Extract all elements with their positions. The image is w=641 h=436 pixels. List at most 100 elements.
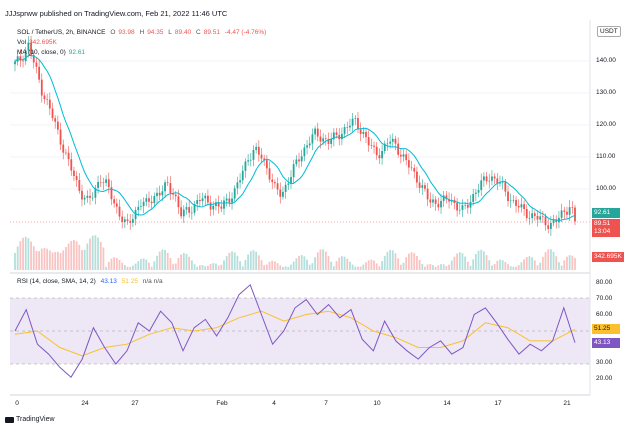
legend-symbol-row: SOL / TetherUS, 2h, BINANCE O 93.98 H 94.3… xyxy=(17,29,267,36)
candle-body xyxy=(362,131,365,134)
volume-bar xyxy=(86,243,89,270)
candle-body xyxy=(290,177,292,184)
volume-bar xyxy=(59,252,62,270)
price-tick: 130.00 xyxy=(596,89,616,96)
candle-body xyxy=(118,206,121,217)
close-price-tag: 89.51 xyxy=(592,219,620,229)
candle-body xyxy=(466,204,469,208)
candle-body xyxy=(416,171,418,183)
legend-rsi-ma: 51.25 xyxy=(121,278,138,285)
volume-bar xyxy=(324,251,327,270)
candle-body xyxy=(201,198,204,202)
volume-bar xyxy=(134,263,137,270)
volume-bar xyxy=(97,237,99,270)
volume-bar xyxy=(78,244,81,270)
x-tick-label: 7 xyxy=(324,400,328,407)
volume-bar xyxy=(113,257,116,270)
volume-bar xyxy=(257,255,260,270)
candle-body xyxy=(456,203,459,211)
candle-body xyxy=(574,207,576,222)
candle-body xyxy=(56,121,59,130)
currency-button[interactable]: USDT xyxy=(597,26,621,37)
legend-symbol: SOL / TetherUS, 2h, BINANCE xyxy=(17,29,106,36)
volume-bar xyxy=(571,255,574,270)
volume-bar xyxy=(424,266,426,270)
volume-bar xyxy=(228,252,231,270)
volume-bar xyxy=(282,266,284,270)
volume-bar xyxy=(410,252,413,270)
volume-bar xyxy=(314,257,316,270)
candle-body xyxy=(282,191,284,197)
volume-bar xyxy=(397,258,400,270)
volume-bar xyxy=(177,258,180,270)
volume-bar xyxy=(142,258,145,270)
volume-bar xyxy=(308,264,311,270)
candle-body xyxy=(314,128,316,135)
candle-body xyxy=(239,180,241,183)
volume-bar xyxy=(311,263,314,270)
candle-body xyxy=(324,138,327,140)
volume-bar xyxy=(525,256,528,270)
volume-bar xyxy=(351,264,354,270)
candle-body xyxy=(541,216,544,217)
volume-bar xyxy=(91,235,94,270)
candle-body xyxy=(421,185,424,188)
volume-bar xyxy=(354,266,357,270)
candle-body xyxy=(233,188,236,199)
volume-bar xyxy=(239,261,241,270)
volume-bar xyxy=(38,251,41,270)
candle-body xyxy=(209,202,212,210)
candle-body xyxy=(429,199,432,203)
candle-body xyxy=(413,168,416,172)
volume-bar xyxy=(217,265,220,270)
volume-bar xyxy=(244,259,247,270)
candle-body xyxy=(193,204,196,213)
candle-body xyxy=(343,127,346,134)
volume-bar xyxy=(434,266,437,270)
volume-bar xyxy=(346,258,349,270)
volume-bar xyxy=(115,257,118,270)
volume-bar xyxy=(504,261,507,270)
volume-bar xyxy=(89,238,91,270)
candle-body xyxy=(54,118,57,122)
volume-bar xyxy=(121,262,124,270)
candle-body xyxy=(472,193,475,202)
price-tick: 140.00 xyxy=(596,57,616,64)
x-tick-label: 14 xyxy=(443,400,451,407)
tradingview-logo[interactable]: TradingView xyxy=(5,416,55,423)
candle-body xyxy=(99,181,102,183)
volume-bar xyxy=(480,249,483,270)
candle-body xyxy=(477,190,480,193)
candle-body xyxy=(491,176,493,181)
candle-body xyxy=(332,132,335,140)
candle-body xyxy=(394,138,397,144)
volume-bar xyxy=(27,238,30,270)
volume-bar xyxy=(201,265,204,270)
ma-price-tag: 92.61 xyxy=(592,208,620,218)
candle-body xyxy=(346,127,349,128)
candle-body xyxy=(70,159,73,171)
volume-bar xyxy=(252,250,255,270)
volume-bar xyxy=(340,256,343,270)
volume-bar xyxy=(533,260,536,270)
candle-body xyxy=(153,195,156,204)
volume-bar xyxy=(67,243,70,270)
candle-body xyxy=(134,210,137,220)
candle-body xyxy=(212,206,215,210)
candle-body xyxy=(410,167,413,169)
candle-body xyxy=(255,146,258,150)
candle-body xyxy=(445,195,448,200)
volume-bar xyxy=(255,251,258,270)
legend-low: 89.40 xyxy=(174,29,192,36)
volume-bar xyxy=(338,257,341,270)
candle-body xyxy=(169,183,172,194)
candle-body xyxy=(488,180,491,182)
volume-bar xyxy=(413,253,416,270)
volume-bar xyxy=(271,260,274,270)
volume-bar xyxy=(102,247,105,270)
candle-body xyxy=(150,201,153,204)
candle-body xyxy=(547,225,550,229)
volume-bar xyxy=(153,261,156,270)
legend-ma-row: MA (10, close, 0) 92.61 xyxy=(17,49,86,56)
